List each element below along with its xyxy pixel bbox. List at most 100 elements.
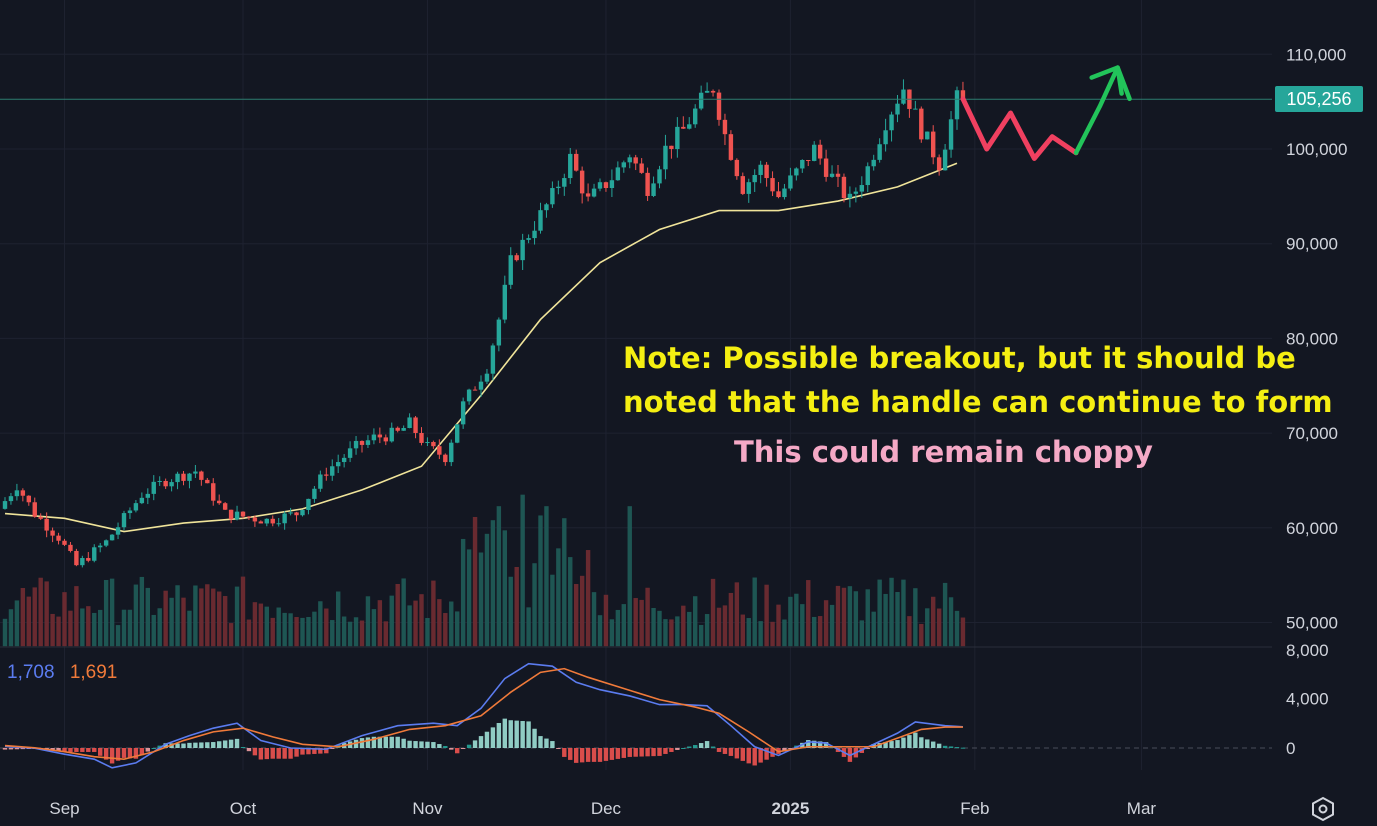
volume-bar — [698, 625, 704, 647]
candle-body — [716, 92, 722, 120]
volume-bar — [341, 616, 347, 647]
candle — [419, 427, 424, 446]
macd-histogram-bar — [20, 748, 26, 750]
macd-histogram-bar — [919, 737, 924, 748]
candle-body — [68, 544, 73, 551]
candle — [687, 117, 692, 130]
time-tick-label: Feb — [960, 799, 989, 818]
candlesticks[interactable] — [0, 79, 1272, 568]
candle-body — [377, 434, 383, 438]
volume-bar — [716, 607, 722, 647]
candle — [139, 492, 145, 505]
volume-bar — [252, 602, 258, 647]
candle-body — [2, 501, 8, 509]
volume-bar — [455, 611, 460, 647]
candle-body — [853, 191, 859, 194]
candle-body — [591, 188, 597, 197]
macd-histogram-bar — [693, 745, 698, 748]
candle-body — [306, 498, 311, 511]
macd-histogram-bar — [425, 741, 430, 748]
candle-body — [222, 503, 228, 510]
volume-bar — [145, 587, 150, 647]
macd-histogram-bar — [609, 748, 615, 760]
macd-histogram-bar — [240, 747, 246, 749]
candle-body — [466, 389, 472, 402]
volume-bar — [74, 586, 79, 647]
macd-histogram-bar — [431, 742, 436, 748]
volume-bar — [282, 612, 287, 647]
candle-body — [115, 527, 121, 535]
macd-tick-label: 4,000 — [1286, 689, 1329, 708]
settings-hexagon-icon[interactable] — [1310, 796, 1336, 822]
candle-body — [181, 473, 186, 481]
candle-body — [472, 389, 478, 391]
candle — [341, 454, 347, 468]
candle — [50, 527, 55, 543]
projection-red-path — [960, 96, 1079, 161]
candle-body — [633, 157, 638, 164]
macd-histogram-bar — [217, 741, 222, 748]
volume-bar — [56, 616, 61, 647]
candle-body — [829, 173, 835, 177]
macd-histogram-bar — [472, 740, 478, 748]
candle-body — [431, 442, 436, 447]
time-axis[interactable]: Sep Oct Nov Dec 2025 Feb Mar — [49, 799, 1156, 818]
macd-histogram-bar — [865, 748, 870, 749]
candle-body — [157, 480, 162, 482]
candle — [389, 422, 394, 443]
candle — [681, 116, 686, 129]
macd-histogram-bar — [157, 745, 162, 748]
candle-body — [193, 471, 198, 474]
volume-bar — [538, 515, 543, 647]
candle-body — [86, 558, 91, 561]
candle — [74, 548, 79, 567]
candle — [353, 436, 359, 455]
candle — [568, 147, 573, 184]
macd-histogram-bar — [657, 748, 662, 756]
volume-bar — [526, 607, 531, 647]
macd-histogram-bar — [80, 748, 85, 752]
candle — [300, 509, 305, 517]
macd-pane[interactable] — [0, 662, 1272, 769]
candle-body — [675, 126, 680, 150]
candle — [472, 386, 478, 391]
macd-histogram-bar — [520, 721, 525, 748]
candle — [770, 171, 775, 197]
macd-histogram-bar — [877, 743, 882, 748]
candle-body — [401, 427, 406, 431]
projection-green-path — [1073, 65, 1132, 156]
annotation-note-line-2: noted that the handle can continue to fo… — [623, 385, 1333, 419]
macd-histogram-bar — [687, 746, 692, 748]
macd-histogram-bar — [234, 738, 240, 748]
candle-body — [603, 182, 609, 189]
volume-bar — [20, 588, 26, 647]
macd-histogram-bar — [502, 718, 507, 748]
candle-body — [205, 479, 210, 484]
candle-body — [169, 482, 174, 487]
volume-bar — [234, 586, 240, 647]
time-tick-label: Oct — [230, 799, 257, 818]
candle — [431, 440, 436, 449]
candle-body — [443, 454, 448, 463]
macd-histogram-bar — [98, 748, 103, 756]
candle-body — [746, 182, 751, 194]
candle-body — [734, 159, 740, 177]
volume-bar — [764, 584, 769, 647]
candle-body — [800, 159, 805, 169]
macd-histogram-bar — [895, 740, 900, 748]
candle-body — [758, 164, 763, 175]
macd-histogram-bar — [276, 748, 281, 759]
candle — [98, 542, 103, 553]
volume-bar — [657, 610, 662, 647]
macd-histogram-bar — [460, 748, 466, 749]
price-tick-label: 50,000 — [1286, 614, 1338, 633]
candle-body — [925, 131, 930, 140]
volume-bar — [496, 506, 502, 647]
macd-histogram-bar — [550, 741, 555, 748]
candle — [288, 507, 293, 516]
price-axis[interactable]: 110,000 100,000 90,000 80,000 70,000 60,000 50… — [1286, 45, 1347, 758]
volume-bar — [419, 594, 424, 647]
volume-bar — [264, 606, 269, 647]
candle-body — [693, 108, 698, 125]
